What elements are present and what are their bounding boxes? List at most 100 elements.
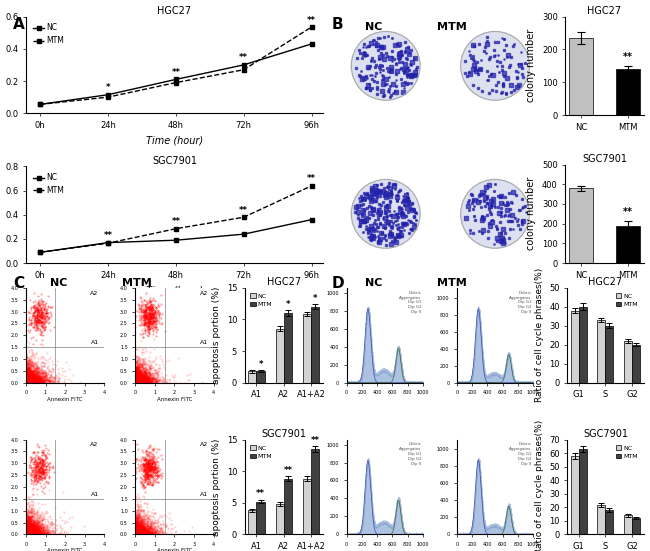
- Point: [131, 521, 141, 530]
- Point: [38, 320, 48, 329]
- Point: [141, 374, 151, 383]
- Point: [34, 523, 45, 532]
- Point: [140, 365, 151, 374]
- Point: [137, 524, 148, 533]
- Point: [27, 522, 37, 531]
- Point: [26, 528, 36, 537]
- Point: [155, 376, 166, 385]
- Point: [29, 454, 39, 463]
- Point: [131, 528, 142, 537]
- Point: [34, 309, 45, 317]
- Point: [136, 527, 147, 536]
- Point: [142, 376, 152, 385]
- Point: [144, 522, 155, 531]
- Point: [134, 503, 144, 511]
- Point: [133, 371, 143, 380]
- Point: [145, 313, 155, 322]
- Point: [140, 446, 151, 455]
- Point: [133, 522, 143, 531]
- Point: [36, 317, 47, 326]
- Point: [31, 528, 42, 537]
- Point: [132, 524, 142, 533]
- Point: [131, 369, 141, 377]
- Point: [144, 317, 155, 326]
- Point: [136, 530, 146, 539]
- Point: [34, 458, 45, 467]
- Point: [136, 307, 146, 316]
- Point: [42, 517, 53, 526]
- Point: [34, 377, 44, 386]
- Point: [40, 376, 50, 385]
- Point: [137, 527, 148, 536]
- Point: [26, 376, 36, 385]
- Point: [137, 372, 148, 381]
- Point: [22, 371, 32, 380]
- Point: [131, 370, 142, 379]
- Point: [131, 526, 142, 534]
- Point: [21, 530, 32, 538]
- Point: [149, 369, 159, 378]
- Point: [32, 318, 43, 327]
- Point: [21, 515, 31, 524]
- Point: [22, 375, 32, 384]
- Point: [142, 461, 153, 469]
- Point: [138, 368, 148, 376]
- Point: [138, 374, 148, 383]
- Point: [136, 376, 147, 385]
- Point: [38, 523, 49, 532]
- Point: [23, 522, 34, 531]
- Point: [143, 528, 153, 537]
- Point: [160, 364, 170, 373]
- Point: [24, 375, 34, 383]
- Point: [22, 377, 32, 386]
- Point: [35, 526, 46, 535]
- Point: [26, 377, 36, 386]
- Point: [24, 377, 34, 386]
- Point: [23, 376, 33, 385]
- Point: [138, 526, 149, 534]
- Point: [141, 521, 151, 530]
- Point: [133, 377, 144, 386]
- Point: [21, 530, 31, 538]
- Point: [23, 528, 34, 537]
- Point: [21, 375, 31, 383]
- Point: [29, 529, 40, 538]
- Point: [29, 374, 40, 383]
- Point: [55, 530, 65, 538]
- Point: [131, 369, 141, 378]
- Point: [134, 523, 144, 532]
- Point: [134, 530, 144, 538]
- Point: [31, 508, 41, 517]
- Point: [23, 525, 33, 533]
- Point: [136, 378, 146, 387]
- Point: [144, 377, 154, 386]
- Point: [36, 307, 47, 316]
- Point: [135, 528, 146, 537]
- Point: [165, 377, 176, 386]
- Point: [29, 377, 40, 386]
- Point: [21, 525, 32, 533]
- Point: [21, 371, 31, 380]
- Point: [131, 378, 142, 387]
- Point: [25, 522, 36, 531]
- Point: [148, 473, 158, 482]
- Point: [131, 353, 142, 362]
- Point: [136, 376, 146, 385]
- Point: [144, 463, 154, 472]
- Point: [23, 362, 34, 371]
- Point: [130, 518, 140, 527]
- Point: [138, 524, 149, 533]
- Point: [157, 318, 168, 327]
- Point: [23, 370, 34, 379]
- Point: [134, 371, 144, 380]
- Point: [27, 527, 38, 536]
- Point: [134, 527, 144, 536]
- Point: [27, 523, 38, 532]
- Point: [37, 450, 47, 459]
- Point: [25, 371, 35, 380]
- Point: [138, 525, 149, 534]
- Bar: [311, 307, 319, 383]
- Point: [26, 377, 36, 386]
- Point: [32, 378, 42, 387]
- Point: [144, 479, 154, 488]
